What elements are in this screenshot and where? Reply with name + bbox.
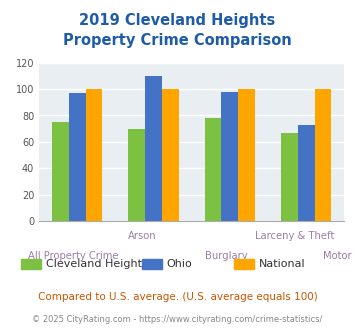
Text: © 2025 CityRating.com - https://www.cityrating.com/crime-statistics/: © 2025 CityRating.com - https://www.city… bbox=[32, 315, 323, 324]
Text: Arson: Arson bbox=[128, 231, 157, 241]
Bar bbox=[222, 92, 238, 221]
Bar bbox=[281, 133, 298, 221]
Text: National: National bbox=[259, 259, 306, 269]
Text: All Property Crime: All Property Crime bbox=[28, 251, 119, 261]
Bar bbox=[69, 93, 86, 221]
Text: Cleveland Heights: Cleveland Heights bbox=[46, 259, 148, 269]
Bar bbox=[129, 129, 145, 221]
Bar bbox=[315, 89, 331, 221]
Bar bbox=[52, 122, 69, 221]
Bar bbox=[145, 76, 162, 221]
Bar bbox=[238, 89, 255, 221]
Text: 2019 Cleveland Heights
Property Crime Comparison: 2019 Cleveland Heights Property Crime Co… bbox=[63, 13, 292, 48]
Bar bbox=[298, 125, 315, 221]
Bar bbox=[162, 89, 179, 221]
Text: Compared to U.S. average. (U.S. average equals 100): Compared to U.S. average. (U.S. average … bbox=[38, 292, 317, 302]
Text: Motor Vehicle Theft: Motor Vehicle Theft bbox=[323, 251, 355, 261]
Bar bbox=[205, 118, 222, 221]
Bar bbox=[86, 89, 102, 221]
Text: Larceny & Theft: Larceny & Theft bbox=[255, 231, 334, 241]
Text: Ohio: Ohio bbox=[167, 259, 193, 269]
Text: Burglary: Burglary bbox=[205, 251, 247, 261]
